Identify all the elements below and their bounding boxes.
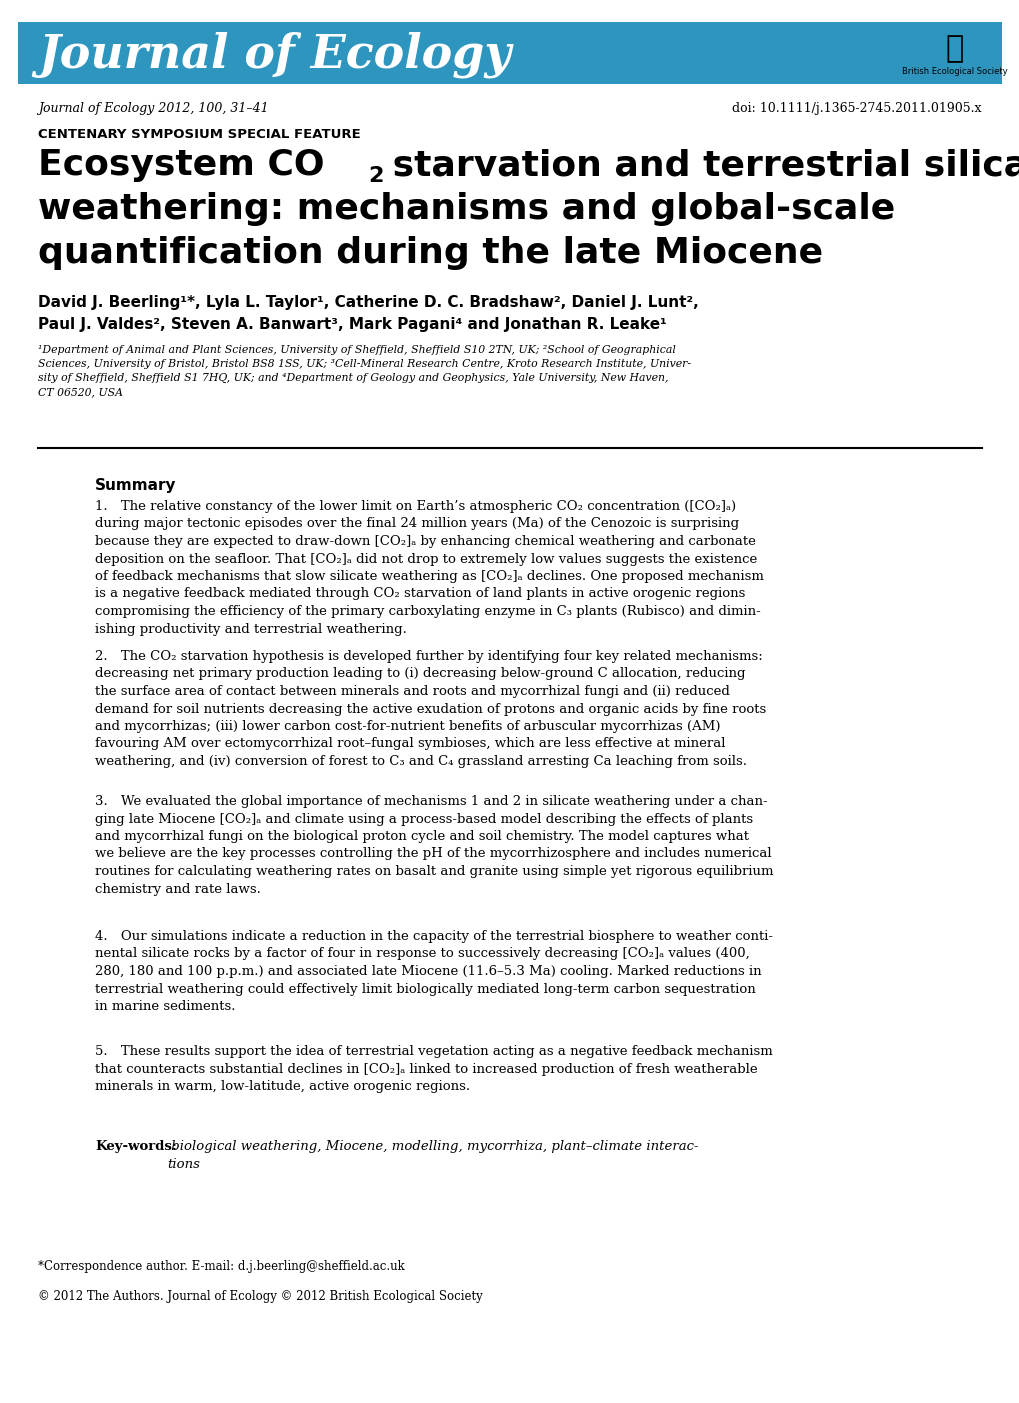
Text: CENTENARY SYMPOSIUM SPECIAL FEATURE: CENTENARY SYMPOSIUM SPECIAL FEATURE — [38, 128, 361, 140]
Text: 2: 2 — [368, 166, 383, 187]
Text: Paul J. Valdes², Steven A. Banwart³, Mark Pagani⁴ and Jonathan R. Leake¹: Paul J. Valdes², Steven A. Banwart³, Mar… — [38, 317, 666, 333]
Text: Journal of Ecology: Journal of Ecology — [38, 32, 511, 79]
Text: biological weathering, Miocene, modelling, mycorrhiza, plant–climate interac-
ti: biological weathering, Miocene, modellin… — [167, 1141, 698, 1170]
Text: © 2012 The Authors. Journal of Ecology © 2012 British Ecological Society: © 2012 The Authors. Journal of Ecology ©… — [38, 1289, 482, 1303]
Text: British Ecological Society: British Ecological Society — [901, 66, 1007, 76]
Text: Ecosystem CO: Ecosystem CO — [38, 147, 324, 182]
FancyBboxPatch shape — [18, 22, 1001, 84]
Text: Key-words:: Key-words: — [95, 1141, 176, 1153]
Text: 2. The CO₂ starvation hypothesis is developed further by identifying four key re: 2. The CO₂ starvation hypothesis is deve… — [95, 650, 765, 767]
Text: weathering: mechanisms and global-scale: weathering: mechanisms and global-scale — [38, 192, 895, 226]
Text: starvation and terrestrial silicate: starvation and terrestrial silicate — [380, 147, 1019, 182]
Text: Summary: Summary — [95, 478, 176, 492]
Text: ❧: ❧ — [945, 34, 963, 65]
Text: 1. The relative constancy of the lower limit on Earth’s atmospheric CO₂ concentr: 1. The relative constancy of the lower l… — [95, 499, 763, 636]
Text: *Correspondence author. E-mail: d.j.beerling@sheffield.ac.uk: *Correspondence author. E-mail: d.j.beer… — [38, 1260, 405, 1273]
Text: David J. Beerling¹*, Lyla L. Taylor¹, Catherine D. C. Bradshaw², Daniel J. Lunt²: David J. Beerling¹*, Lyla L. Taylor¹, Ca… — [38, 295, 698, 310]
Text: 5. These results support the idea of terrestrial vegetation acting as a negative: 5. These results support the idea of ter… — [95, 1045, 772, 1093]
Text: doi: 10.1111/j.1365-2745.2011.01905.x: doi: 10.1111/j.1365-2745.2011.01905.x — [732, 102, 981, 115]
Text: 3. We evaluated the global importance of mechanisms 1 and 2 in silicate weatheri: 3. We evaluated the global importance of… — [95, 796, 772, 895]
Text: ¹Department of Animal and Plant Sciences, University of Sheffield, Sheffield S10: ¹Department of Animal and Plant Sciences… — [38, 345, 690, 397]
Text: Journal of Ecology 2012, 100, 31–41: Journal of Ecology 2012, 100, 31–41 — [38, 102, 268, 115]
Text: quantification during the late Miocene: quantification during the late Miocene — [38, 236, 822, 269]
Text: 4. Our simulations indicate a reduction in the capacity of the terrestrial biosp: 4. Our simulations indicate a reduction … — [95, 930, 772, 1013]
